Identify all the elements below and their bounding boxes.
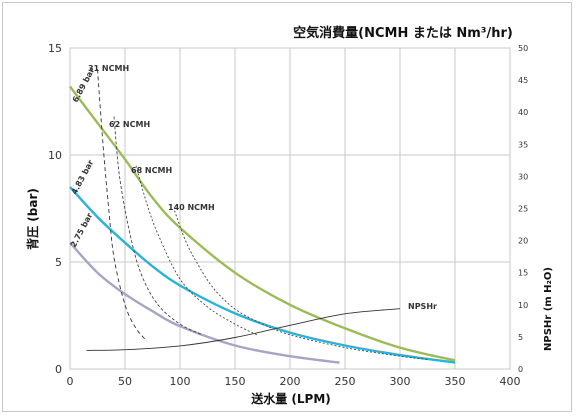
x-tick-label: 0	[67, 375, 74, 388]
series-line-2-75-bar	[69, 241, 340, 364]
series-line-npshr	[86, 308, 401, 351]
pump-performance-chart: 0 50 100 150 200 250 300 350 400 0 5 10 15 0 5 10 15 20…	[25, 25, 554, 406]
y2-tick-label: 20	[518, 237, 528, 246]
y2-tick-label: 35	[518, 140, 528, 149]
y-tick-label: 15	[48, 42, 62, 55]
series-line-140-ncmh	[174, 210, 428, 360]
y2-tick-label: 50	[518, 44, 528, 53]
y2-axis-label: NPSHr (m H₂O)	[543, 267, 554, 351]
y2-tick-label: 30	[518, 172, 528, 181]
y2-tick-label: 5	[518, 333, 523, 342]
ncmh-label: 62 NCMH	[109, 120, 150, 129]
y-axis-label: 背圧 (bar)	[25, 188, 40, 250]
x-tick-label: 350	[445, 375, 466, 388]
gridlines	[69, 47, 511, 370]
series-line-31-ncmh	[97, 69, 148, 342]
x-tick-labels: 0 50 100 150 200 250 300 350 400	[67, 375, 521, 388]
x-tick-label: 400	[500, 375, 521, 388]
y-tick-labels: 0 5 10 15	[48, 42, 62, 376]
series-line-62-ncmh	[113, 116, 203, 336]
series-lines	[69, 69, 456, 364]
series-line-68-ncmh	[135, 165, 258, 336]
x-tick-label: 50	[118, 375, 132, 388]
y-tick-label: 5	[55, 256, 62, 269]
y2-tick-label: 0	[518, 365, 523, 374]
y2-tick-labels: 0 5 10 15 20 25 30 35 40 45 50	[518, 44, 528, 374]
ncmh-label: 68 NCMH	[131, 166, 172, 175]
pressure-label: 6.89 bar	[71, 66, 97, 103]
x-tick-label: 250	[335, 375, 356, 388]
chart-frame: 0 50 100 150 200 250 300 350 400 0 5 10 15 0 5 10 15 20…	[2, 2, 572, 412]
y2-tick-label: 15	[518, 269, 528, 278]
ncmh-label: 31 NCMH	[88, 64, 129, 73]
y-tick-label: 0	[55, 363, 62, 376]
ncmh-label: 140 NCMH	[168, 203, 215, 212]
y2-tick-label: 40	[518, 108, 528, 117]
x-tick-label: 150	[225, 375, 246, 388]
chart-title: 空気消費量(NCMH または Nm³/hr)	[293, 25, 513, 41]
pressure-label: 2.75 bar	[69, 211, 95, 248]
x-tick-label: 100	[170, 375, 191, 388]
series-line-6-89-bar	[69, 85, 456, 362]
pressure-label: 4.83 bar	[70, 158, 96, 195]
y-tick-label: 10	[48, 149, 62, 162]
y2-tick-label: 25	[518, 205, 528, 214]
series-line-4-83-bar	[69, 186, 456, 364]
y2-tick-label: 10	[518, 301, 528, 310]
npshr-label: NPSHr	[408, 302, 437, 311]
x-axis-label: 送水量 (LPM)	[250, 391, 331, 406]
curve-labels: 31 NCMH 62 NCMH 68 NCMH 140 NCMH 6.89 bar 4.8…	[69, 64, 437, 311]
y2-tick-label: 45	[518, 76, 528, 85]
x-tick-label: 300	[390, 375, 411, 388]
x-tick-label: 200	[280, 375, 301, 388]
